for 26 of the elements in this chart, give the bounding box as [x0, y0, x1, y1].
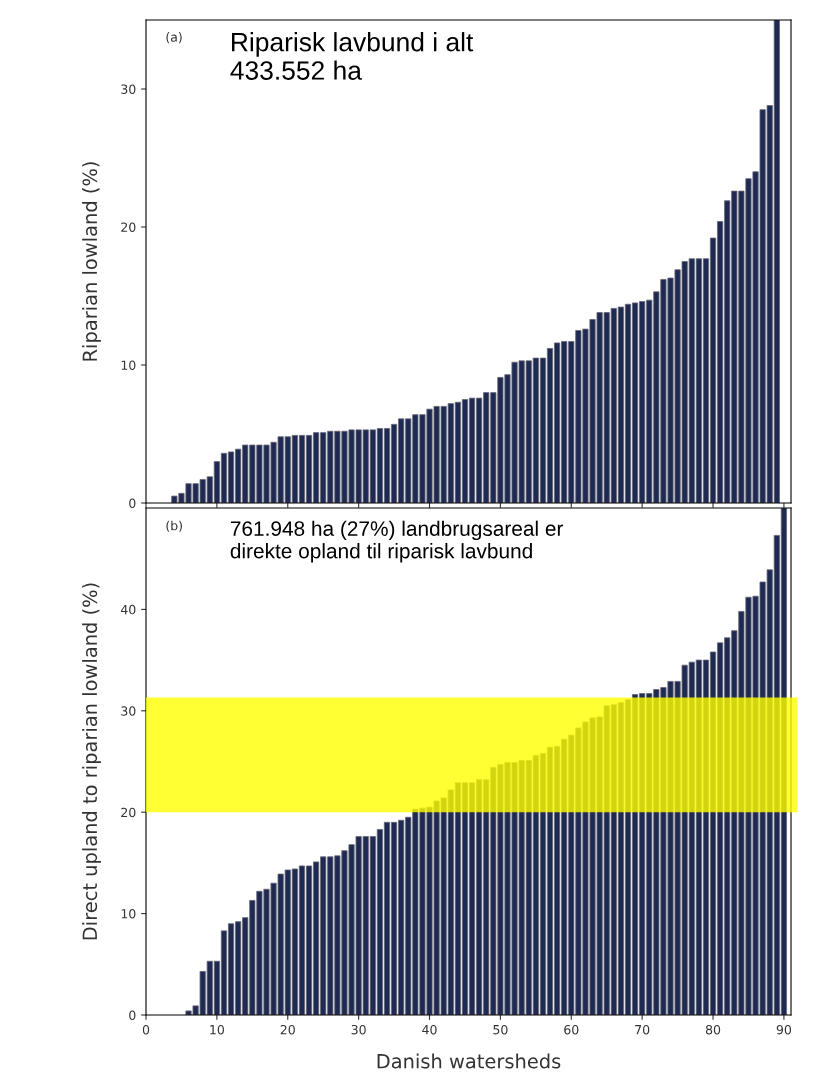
- x-tick-label: 50: [493, 1024, 508, 1035]
- x-tick-label: 30: [351, 1024, 366, 1035]
- x-axis-title: Danish watersheds: [377, 1053, 561, 1069]
- x-tick-label: 10: [210, 1024, 224, 1035]
- y-tick-label: 10: [121, 909, 136, 919]
- y-tick-label: 30: [121, 706, 136, 716]
- x-tick-label: 0: [142, 1024, 150, 1035]
- y-tick-label: 20: [121, 807, 136, 818]
- y-tick-label: 20: [121, 222, 136, 232]
- y-tick-label: 40: [120, 604, 136, 615]
- x-tick-label: 60: [564, 1024, 579, 1035]
- x-tick-label: 70: [635, 1024, 650, 1035]
- annotation: 761.948 ha (27%) landbrugsareal er direkte opland til riparisk lavbund: [230, 520, 564, 563]
- y-tick-label: 10: [121, 360, 136, 370]
- annotation: (b): [166, 520, 182, 532]
- x-tick-label: 90: [776, 1024, 792, 1035]
- annotation: (a): [166, 32, 182, 44]
- y-axis-title: Riparian lowland (%): [82, 162, 101, 361]
- x-tick-label: 80: [705, 1024, 721, 1035]
- x-tick-label: 20: [280, 1024, 295, 1035]
- y-tick-label: 0: [129, 1010, 136, 1020]
- y-tick-label: 30: [121, 84, 136, 94]
- annotation: Riparisk lavbund i alt 433.552 ha: [230, 32, 474, 80]
- x-tick-label: 40: [422, 1024, 437, 1035]
- y-tick-label: 0: [129, 498, 136, 508]
- y-axis-title: Direct upland to riparian lowland (%): [82, 583, 101, 940]
